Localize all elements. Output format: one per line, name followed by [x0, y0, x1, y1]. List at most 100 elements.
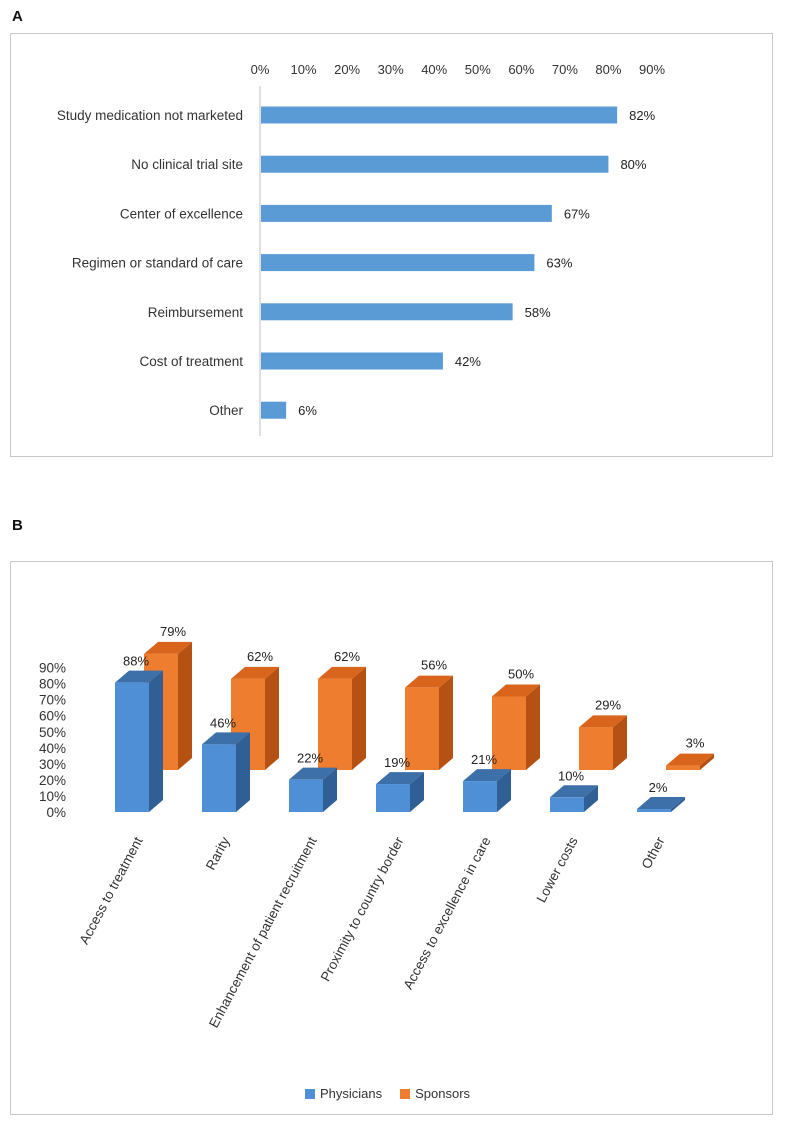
value-label-no-clinical-trial-site: 80%	[620, 157, 646, 172]
value-label-reimbursement: 58%	[525, 305, 551, 320]
bar-sponsors-other-front	[666, 765, 700, 770]
bar-study-medication-not-marketed	[261, 106, 618, 124]
bar-physicians-access-to-excellence-in-care-front	[463, 781, 497, 812]
value-label-cost-of-treatment: 42%	[455, 354, 481, 369]
category-label-access-to-excellence-in-care: Access to excellence in care	[400, 834, 493, 991]
bar-sponsors-rarity-top	[231, 666, 279, 679]
y-tick-label: 70%	[39, 693, 66, 708]
x-tick-label: 0%	[251, 62, 270, 77]
category-label-no-clinical-trial-site: No clinical trial site	[131, 157, 243, 172]
category-label-lower-costs: Lower costs	[534, 834, 581, 905]
bar-no-clinical-trial-site	[261, 155, 609, 173]
x-tick-label: 10%	[291, 62, 317, 77]
bar-sponsors-proximity-to-country-border-side	[439, 675, 453, 770]
value-label-physicians-access-to-excellence-in-care: 21%	[471, 752, 497, 767]
bar-sponsors-other-side	[700, 753, 714, 770]
bar-sponsors-enhancement-of-patient-recruitment-top	[318, 666, 366, 679]
y-tick-label: 30%	[39, 757, 66, 772]
legend-swatch-sponsors	[400, 1088, 411, 1099]
bar-sponsors-proximity-to-country-border-top	[405, 675, 453, 688]
value-label-physicians-rarity: 46%	[210, 715, 236, 730]
y-tick-label: 50%	[39, 725, 66, 740]
chart-b-frame: 0% 10% 20% 30% 40% 50% 60% 70% 80% 90% 88% 79% Acces…	[10, 561, 773, 1115]
bar-sponsors-other	[666, 753, 714, 770]
panel-a-label: A	[12, 8, 23, 25]
value-label-sponsors-access-to-treatment: 79%	[160, 624, 186, 639]
legend-label-sponsors: Sponsors	[415, 1086, 471, 1101]
bar-physicians-enhancement-of-patient-recruitment	[289, 767, 337, 812]
x-tick-label: 90%	[639, 62, 665, 77]
bar-sponsors-rarity-side	[265, 666, 279, 770]
bar-physicians-access-to-excellence-in-care	[463, 769, 511, 812]
bar-physicians-access-to-excellence-in-care-side	[497, 769, 511, 812]
bar-physicians-lower-costs-front	[550, 797, 584, 812]
bar-physicians-enhancement-of-patient-recruitment-top	[289, 767, 337, 780]
bar-physicians-access-to-treatment-front	[115, 682, 149, 812]
bar-physicians-other	[637, 797, 685, 812]
x-tick-label: 20%	[334, 62, 360, 77]
panel-b-label: B	[12, 517, 23, 534]
x-tick-label: 40%	[421, 62, 447, 77]
bar-center-of-excellence	[261, 204, 552, 222]
x-tick-label: 60%	[508, 62, 534, 77]
bar-physicians-proximity-to-country-border	[376, 772, 424, 812]
bar-sponsors-other-top	[666, 753, 714, 766]
category-label-study-medication-not-marketed: Study medication not marketed	[57, 108, 243, 123]
bar-sponsors-proximity-to-country-border	[405, 675, 453, 770]
category-label-rarity: Rarity	[203, 834, 233, 872]
x-tick-label: 30%	[378, 62, 404, 77]
bar-sponsors-lower-costs	[579, 715, 627, 770]
bar-physicians-lower-costs-top	[550, 785, 598, 798]
value-label-regimen-or-standard-of-care: 63%	[546, 256, 572, 271]
x-tick-label: 80%	[595, 62, 621, 77]
bar-sponsors-lower-costs-top	[579, 715, 627, 728]
bar-physicians-rarity-top	[202, 732, 250, 745]
chart-a: 0% 10% 20% 30% 40% 50% 60% 70% 80% 90% Study medic…	[57, 62, 665, 436]
bar-cost-of-treatment	[261, 352, 443, 370]
chart-a-frame: 0% 10% 20% 30% 40% 50% 60% 70% 80% 90% Study medic…	[10, 33, 773, 457]
category-label-cost-of-treatment: Cost of treatment	[139, 354, 243, 369]
chart-b: 0%10%20%30%40%50%60%70%80%90% 88%79%Acces…	[39, 624, 714, 1030]
bar-sponsors-enhancement-of-patient-recruitment	[318, 666, 366, 770]
bar-regimen-or-standard-of-care	[261, 254, 535, 272]
y-tick-label: 90%	[39, 661, 66, 676]
bar-physicians-enhancement-of-patient-recruitment-side	[323, 767, 337, 812]
legend-item-physicians: Physicians	[305, 1086, 382, 1101]
bar-sponsors-enhancement-of-patient-recruitment-side	[352, 666, 366, 770]
bar-physicians-rarity	[202, 732, 250, 812]
bar-sponsors-access-to-treatment-side	[178, 641, 192, 770]
legend-label-physicians: Physicians	[320, 1086, 383, 1101]
category-label-proximity-to-country-border: Proximity to country border	[318, 834, 407, 984]
category-label-center-of-excellence: Center of excellence	[120, 206, 243, 221]
bar-sponsors-proximity-to-country-border-front	[405, 687, 439, 770]
value-label-sponsors-rarity: 62%	[247, 649, 273, 664]
bar-physicians-other-top	[637, 797, 685, 810]
bar-physicians-other-side	[671, 797, 685, 812]
y-tick-label: 60%	[39, 709, 66, 724]
bar-sponsors-lower-costs-side	[613, 715, 627, 770]
y-tick-label: 0%	[46, 805, 66, 820]
bar-physicians-proximity-to-country-border-front	[376, 784, 410, 812]
bar-physicians-access-to-excellence-in-care-top	[463, 769, 511, 782]
bar-physicians-access-to-treatment-side	[149, 670, 163, 812]
bar-sponsors-lower-costs-front	[579, 727, 613, 770]
value-label-physicians-lower-costs: 10%	[558, 768, 584, 783]
category-label-enhancement-of-patient-recruitment: Enhancement of patient recruitment	[206, 834, 320, 1030]
bar-sponsors-access-to-excellence-in-care	[492, 684, 540, 770]
bar-physicians-access-to-treatment-top	[115, 670, 163, 683]
value-label-sponsors-proximity-to-country-border: 56%	[421, 658, 447, 673]
y-tick-label: 20%	[39, 773, 66, 788]
bar-sponsors-access-to-excellence-in-care-side	[526, 684, 540, 770]
legend-item-sponsors: Sponsors	[400, 1086, 470, 1101]
bar-sponsors-access-to-excellence-in-care-top	[492, 684, 540, 697]
y-tick-label: 40%	[39, 741, 66, 756]
bar-physicians-proximity-to-country-border-side	[410, 772, 424, 812]
bar-physicians-rarity-front	[202, 744, 236, 812]
category-label-regimen-or-standard-of-care: Regimen or standard of care	[72, 256, 243, 271]
value-label-center-of-excellence: 67%	[564, 206, 590, 221]
bar-reimbursement	[261, 303, 513, 321]
bar-sponsors-access-to-excellence-in-care-front	[492, 696, 526, 770]
category-label-access-to-treatment: Access to treatment	[76, 834, 145, 947]
category-label-other: Other	[209, 403, 243, 418]
value-label-sponsors-access-to-excellence-in-care: 50%	[508, 667, 534, 682]
